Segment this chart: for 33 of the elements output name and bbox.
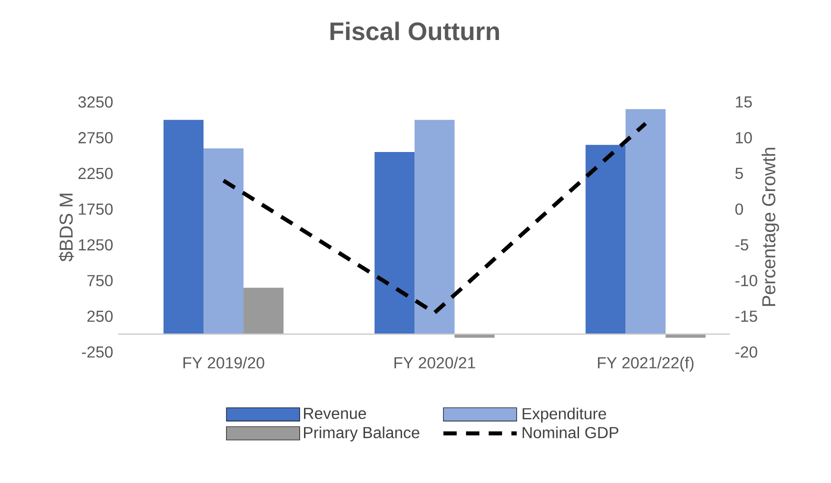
x-tick-label: FY 2021/22(f) bbox=[598, 356, 694, 372]
y-tick-label: 750 bbox=[87, 274, 113, 286]
y2-tick-label: -10 bbox=[735, 274, 758, 286]
y2-tick-label: 10 bbox=[736, 132, 752, 144]
legend-label: Nominal GDP bbox=[522, 426, 618, 438]
legend-label: Primary Balance bbox=[304, 426, 420, 442]
y2-tick-label: -20 bbox=[735, 346, 758, 358]
y-axis-title: $BDS M bbox=[58, 194, 74, 262]
legend-label: Revenue bbox=[304, 408, 366, 420]
x-tick-label: FY 2020/21 bbox=[394, 356, 476, 368]
legend-label: Expenditure bbox=[522, 408, 606, 423]
y2-tick-label: 0 bbox=[735, 203, 743, 215]
y2-tick-label: 15 bbox=[736, 96, 752, 108]
y-tick-label: -250 bbox=[82, 346, 113, 358]
bar bbox=[164, 120, 204, 334]
bar bbox=[414, 120, 455, 334]
y-tick-label: 2250 bbox=[78, 168, 113, 180]
chart-title: Fiscal Outturn bbox=[330, 22, 499, 40]
y2-tick-label: 5 bbox=[735, 168, 743, 179]
bar bbox=[626, 109, 666, 334]
y-tick-label: 3250 bbox=[78, 96, 113, 108]
y-tick-label: 2750 bbox=[78, 132, 113, 144]
y-tick-label: 1750 bbox=[78, 203, 113, 215]
y2-tick-label: -5 bbox=[735, 239, 748, 250]
x-tick-label: FY 2019/20 bbox=[183, 356, 264, 368]
bar bbox=[586, 144, 626, 334]
y-tick-label: 1250 bbox=[78, 239, 113, 251]
bar bbox=[204, 148, 244, 334]
y2-tick-label: -15 bbox=[735, 310, 758, 322]
bar bbox=[374, 152, 415, 334]
bar bbox=[244, 288, 284, 334]
y-tick-label: 250 bbox=[87, 310, 113, 322]
y2-axis-title: Percentage Growth bbox=[762, 148, 780, 306]
